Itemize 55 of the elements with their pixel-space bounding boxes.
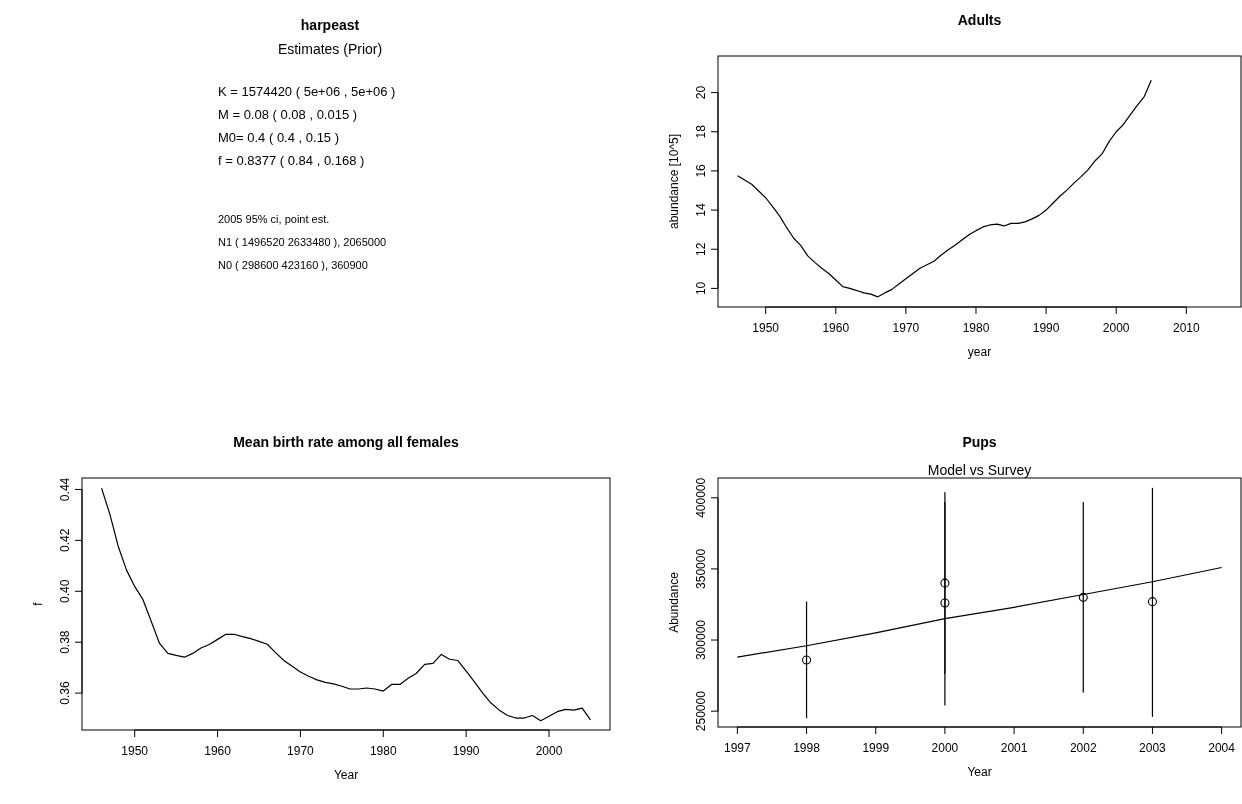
x-tick-label: 1960 [204, 744, 232, 758]
y-tick-label: 250000 [694, 690, 708, 732]
text: f = 0.8377 ( 0.84 , 0.168 ) [218, 153, 365, 168]
y-tick-label: 20 [694, 85, 708, 100]
chart-subtitle: Model vs Survey [927, 462, 1032, 478]
x-tick-label: 1970 [892, 321, 920, 335]
x-tick-label: 2000 [931, 741, 959, 755]
x-tick-label: 1990 [452, 744, 480, 758]
y-tick-label: 10 [694, 281, 708, 296]
y-tick-label: 0.42 [58, 528, 72, 553]
y-tick-label: 400000 [694, 477, 708, 518]
y-tick-label: 0.44 [58, 477, 72, 502]
x-tick-label: 2000 [535, 744, 563, 758]
y-axis-title: Abundance [667, 571, 681, 633]
y-tick-label: 300000 [694, 619, 708, 661]
x-tick-label: 1980 [369, 744, 397, 758]
x-tick-label: 2000 [1102, 321, 1130, 335]
y-axis-title: f [31, 601, 45, 606]
y-tick-label: 18 [694, 124, 708, 139]
text: M = 0.08 ( 0.08 , 0.015 ) [218, 107, 358, 122]
x-axis-title: year [967, 345, 992, 359]
x-tick-label: 2001 [1000, 741, 1028, 755]
x-tick-label: 1970 [287, 744, 315, 758]
y-tick-label: 14 [694, 203, 708, 217]
x-tick-label: 1999 [862, 741, 890, 755]
x-tick-label: 1960 [822, 321, 850, 335]
y-tick-label: 0.36 [58, 681, 72, 705]
chart-title: Adults [957, 12, 1002, 28]
x-tick-label: 1990 [1032, 321, 1060, 335]
chart-title: Pups [962, 434, 997, 450]
x-tick-label: 1997 [724, 741, 752, 755]
y-axis-title: abundance [10^5] [667, 133, 681, 230]
text: N1 ( 1496520 2633480 ), 2065000 [218, 236, 387, 248]
x-axis-title: Year [967, 765, 992, 779]
x-tick-label: 1998 [793, 741, 821, 755]
chart-title: Mean birth rate among all females [233, 434, 460, 450]
text: 2005 95% ci, point est. [218, 213, 330, 225]
x-tick-label: 2002 [1069, 741, 1097, 755]
text: M0= 0.4 ( 0.4 , 0.15 ) [218, 130, 340, 145]
y-tick-label: 0.38 [58, 630, 72, 654]
x-tick-label: 2003 [1139, 741, 1167, 755]
x-axis-title: Year [333, 768, 359, 782]
text: harpeast [300, 17, 360, 33]
x-tick-label: 1950 [752, 321, 780, 335]
x-tick-label: 1950 [121, 744, 149, 758]
x-tick-label: 1980 [962, 321, 990, 335]
text: N0 ( 298600 423160 ), 360900 [218, 259, 368, 271]
x-tick-label: 2004 [1208, 741, 1236, 755]
text: Estimates (Prior) [277, 41, 383, 57]
y-tick-label: 350000 [694, 548, 708, 589]
x-tick-label: 2010 [1172, 321, 1200, 335]
y-tick-label: 0.40 [58, 579, 72, 603]
text: K = 1574420 ( 5e+06 , 5e+06 ) [218, 84, 396, 99]
y-tick-label: 12 [694, 242, 708, 256]
y-tick-label: 16 [694, 163, 708, 178]
